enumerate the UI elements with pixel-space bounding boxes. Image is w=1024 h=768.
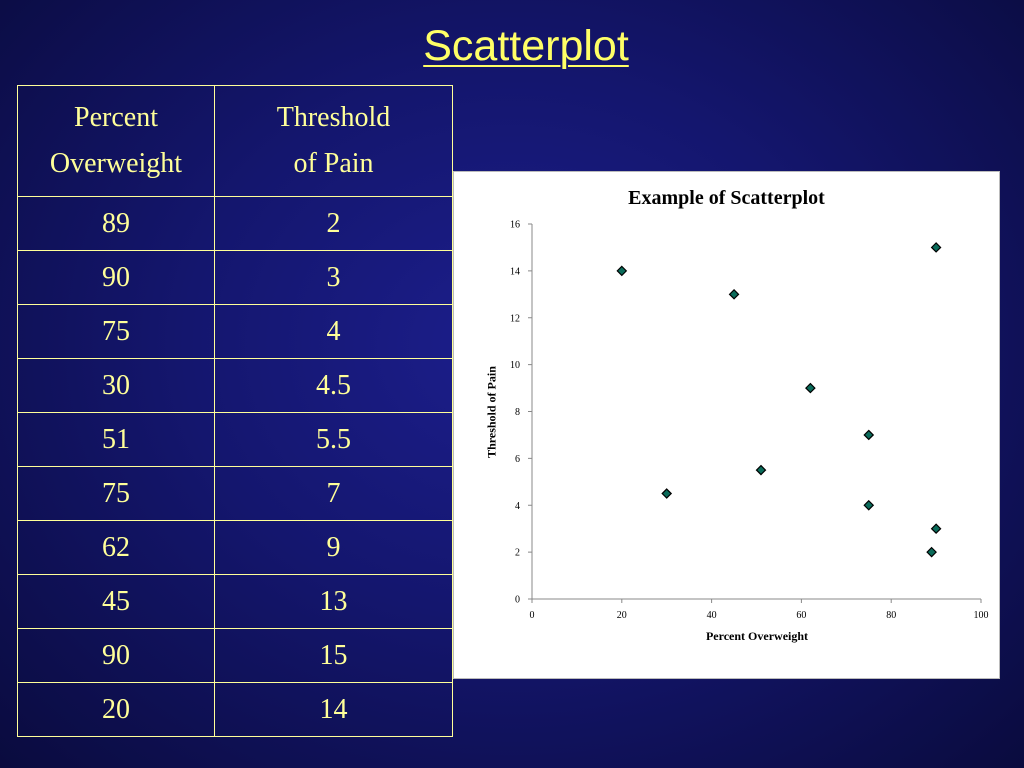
cell-percent-overweight: 90 <box>17 628 215 683</box>
cell-threshold-of-pain: 5.5 <box>214 412 453 467</box>
table-row: 75 4 <box>17 304 453 359</box>
y-tick-label: 10 <box>510 360 520 371</box>
cell-threshold-of-pain: 15 <box>214 628 453 683</box>
table-row: 90 15 <box>17 628 453 683</box>
data-table: Percent Overweight Threshold of Pain 89 2… <box>17 85 453 737</box>
y-tick-label: 8 <box>515 407 520 418</box>
x-tick-label: 0 <box>530 610 535 621</box>
table-row: 62 9 <box>17 520 453 575</box>
table-row: 90 3 <box>17 250 453 305</box>
scatter-chart: Example of Scatterplot 0 2 4 6 8 10 12 14 16 0 20 4… <box>453 171 1000 679</box>
x-tick-label: 40 <box>707 610 717 621</box>
table-row: 30 4.5 <box>17 358 453 413</box>
header-line: Percent <box>74 102 158 133</box>
x-tick-label: 100 <box>974 610 989 621</box>
scatter-point <box>930 242 942 253</box>
y-tick-label: 14 <box>510 266 520 277</box>
chart-plot-area: 0 2 4 6 8 10 12 14 16 0 20 40 60 80 100 <box>510 220 989 622</box>
y-axis-label: Threshold of Pain <box>484 366 499 458</box>
cell-threshold-of-pain: 4.5 <box>214 358 453 413</box>
scatter-point <box>926 546 937 558</box>
scatter-point <box>616 265 628 277</box>
cell-threshold-of-pain: 2 <box>214 196 453 251</box>
scatter-point <box>863 499 875 511</box>
cell-threshold-of-pain: 4 <box>214 304 453 359</box>
header-line: Threshold <box>276 102 391 133</box>
chart-title: Example of Scatterplot <box>628 187 825 209</box>
header-line: of Pain <box>293 148 374 179</box>
cell-percent-overweight: 90 <box>17 250 215 305</box>
cell-percent-overweight: 75 <box>17 466 215 521</box>
cell-threshold-of-pain: 13 <box>214 574 453 629</box>
table-body: 89 2 90 3 75 4 30 4.5 51 5.5 75 7 62 9 45 13 90 15 20 14 <box>17 196 453 737</box>
cell-percent-overweight: 75 <box>17 304 215 359</box>
cell-threshold-of-pain: 14 <box>214 682 453 737</box>
scatter-point <box>805 382 816 394</box>
slide-title: Scatterplot <box>423 22 629 70</box>
header-percent-overweight: Percent Overweight <box>17 85 215 197</box>
x-axis-label: Percent Overweight <box>705 629 809 643</box>
scatter-point <box>728 288 740 300</box>
table-row: 20 14 <box>17 682 453 737</box>
cell-percent-overweight: 51 <box>17 412 215 467</box>
scatter-point <box>930 523 942 535</box>
x-tick-label: 80 <box>886 610 896 621</box>
table-row: 45 13 <box>17 574 453 629</box>
cell-percent-overweight: 89 <box>17 196 215 251</box>
cell-threshold-of-pain: 3 <box>214 250 453 305</box>
cell-percent-overweight: 30 <box>17 358 215 413</box>
x-tick-label: 60 <box>796 610 806 621</box>
table-row: 51 5.5 <box>17 412 453 467</box>
cell-percent-overweight: 20 <box>17 682 215 737</box>
scatter-point <box>755 464 767 476</box>
header-line: Overweight <box>49 148 183 179</box>
y-tick-label: 4 <box>515 501 520 512</box>
y-tick-label: 16 <box>510 220 520 231</box>
header-threshold-of-pain: Threshold of Pain <box>214 85 453 197</box>
table-row: 75 7 <box>17 466 453 521</box>
y-tick-label: 12 <box>510 313 520 324</box>
y-tick-label: 0 <box>515 595 520 606</box>
cell-percent-overweight: 62 <box>17 520 215 575</box>
scatter-point <box>661 488 673 499</box>
x-tick-label: 20 <box>617 610 627 621</box>
cell-threshold-of-pain: 9 <box>214 520 453 575</box>
table-header-row: Percent Overweight Threshold of Pain <box>17 85 453 197</box>
cell-threshold-of-pain: 7 <box>214 466 453 521</box>
table-row: 89 2 <box>17 196 453 251</box>
y-tick-label: 6 <box>515 454 520 465</box>
cell-percent-overweight: 45 <box>17 574 215 629</box>
scatter-point <box>863 429 875 441</box>
y-tick-label: 2 <box>515 548 520 559</box>
